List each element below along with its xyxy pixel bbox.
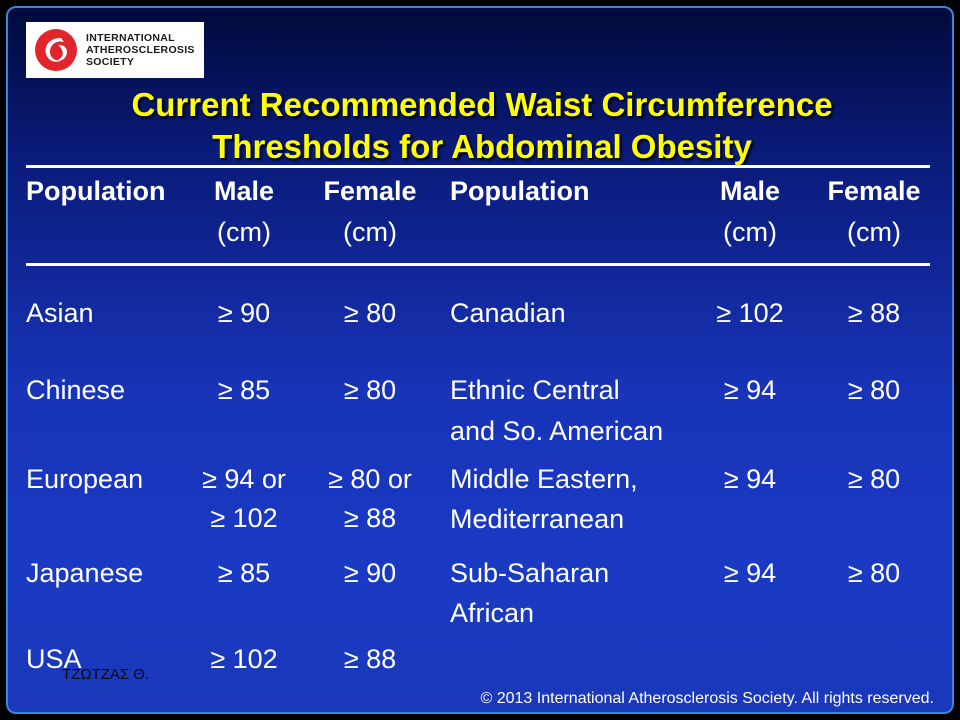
- logo-line-2: ATHEROSCLEROSIS: [86, 44, 195, 56]
- right-row-male: ≥ 102: [716, 298, 784, 328]
- header-female-right-unit: (cm): [847, 217, 901, 247]
- left-row-female: ≥ 80: [343, 298, 397, 328]
- right-row-male: ≥ 94: [723, 558, 777, 588]
- right-row-female: ≥ 80: [847, 464, 901, 494]
- author-watermark: ΤΖΩΤΖΑΣ Θ.: [62, 666, 150, 683]
- left-row-population: Japanese: [26, 558, 144, 588]
- left-row-male: ≥ 85: [217, 558, 271, 588]
- left-row-male: ≥ 94 or: [202, 464, 286, 494]
- left-row-male: ≥ 102: [210, 644, 278, 674]
- right-row-population-line-2: and So. American: [450, 416, 664, 446]
- title-line-2: Thresholds for Abdominal Obesity: [212, 128, 752, 165]
- left-row-population: USA: [26, 644, 82, 674]
- header-population-right: Population: [450, 176, 590, 206]
- header-population-left: Population: [26, 176, 166, 206]
- slide: INTERNATIONAL ATHEROSCLEROSIS SOCIETY Cu…: [6, 6, 954, 714]
- header-male-left-unit: (cm): [217, 217, 271, 247]
- right-row-population: Sub-Saharan: [450, 558, 610, 588]
- right-row-population: Canadian: [450, 298, 566, 328]
- left-row-population: Chinese: [26, 375, 126, 405]
- logo-line-3: SOCIETY: [86, 56, 135, 68]
- right-row-population-line-2: Mediterranean: [450, 504, 625, 534]
- left-row-population: European: [26, 464, 144, 494]
- table-header-rule: [26, 263, 930, 266]
- header-female-left-unit: (cm): [343, 217, 397, 247]
- header-female-left: Female: [323, 176, 417, 206]
- right-row-male: ≥ 94: [723, 375, 777, 405]
- left-row-female-line-2: ≥ 88: [343, 503, 397, 533]
- left-row-male: ≥ 90: [217, 298, 271, 328]
- left-row-population: Asian: [26, 298, 94, 328]
- left-row-female: ≥ 80: [343, 375, 397, 405]
- society-logo: INTERNATIONAL ATHEROSCLEROSIS SOCIETY: [26, 22, 204, 78]
- left-row-female: ≥ 90: [343, 558, 397, 588]
- copyright-footer: © 2013 International Atherosclerosis Soc…: [480, 690, 935, 707]
- header-female-right: Female: [827, 176, 921, 206]
- left-row-male: ≥ 85: [217, 375, 271, 405]
- table-top-rule: [26, 165, 930, 168]
- slide-title: Current Recommended Waist Circumference …: [8, 84, 952, 168]
- society-logo-text: INTERNATIONAL ATHEROSCLEROSIS SOCIETY: [86, 32, 195, 68]
- right-row-population: Ethnic Central: [450, 375, 620, 405]
- right-row-female: ≥ 88: [847, 298, 901, 328]
- left-row-female: ≥ 80 or: [328, 464, 412, 494]
- header-male-left: Male: [213, 176, 275, 206]
- header-male-right: Male: [719, 176, 781, 206]
- right-row-population-line-2: African: [450, 598, 535, 628]
- left-row-male-line-2: ≥ 102: [210, 503, 278, 533]
- title-line-1: Current Recommended Waist Circumference: [131, 86, 833, 123]
- left-row-female: ≥ 88: [343, 644, 397, 674]
- right-row-female: ≥ 80: [847, 558, 901, 588]
- right-row-female: ≥ 80: [847, 375, 901, 405]
- header-male-right-unit: (cm): [723, 217, 777, 247]
- right-row-population: Middle Eastern,: [450, 464, 638, 494]
- society-logo-icon: [35, 29, 77, 71]
- logo-line-1: INTERNATIONAL: [86, 32, 175, 44]
- right-row-male: ≥ 94: [723, 464, 777, 494]
